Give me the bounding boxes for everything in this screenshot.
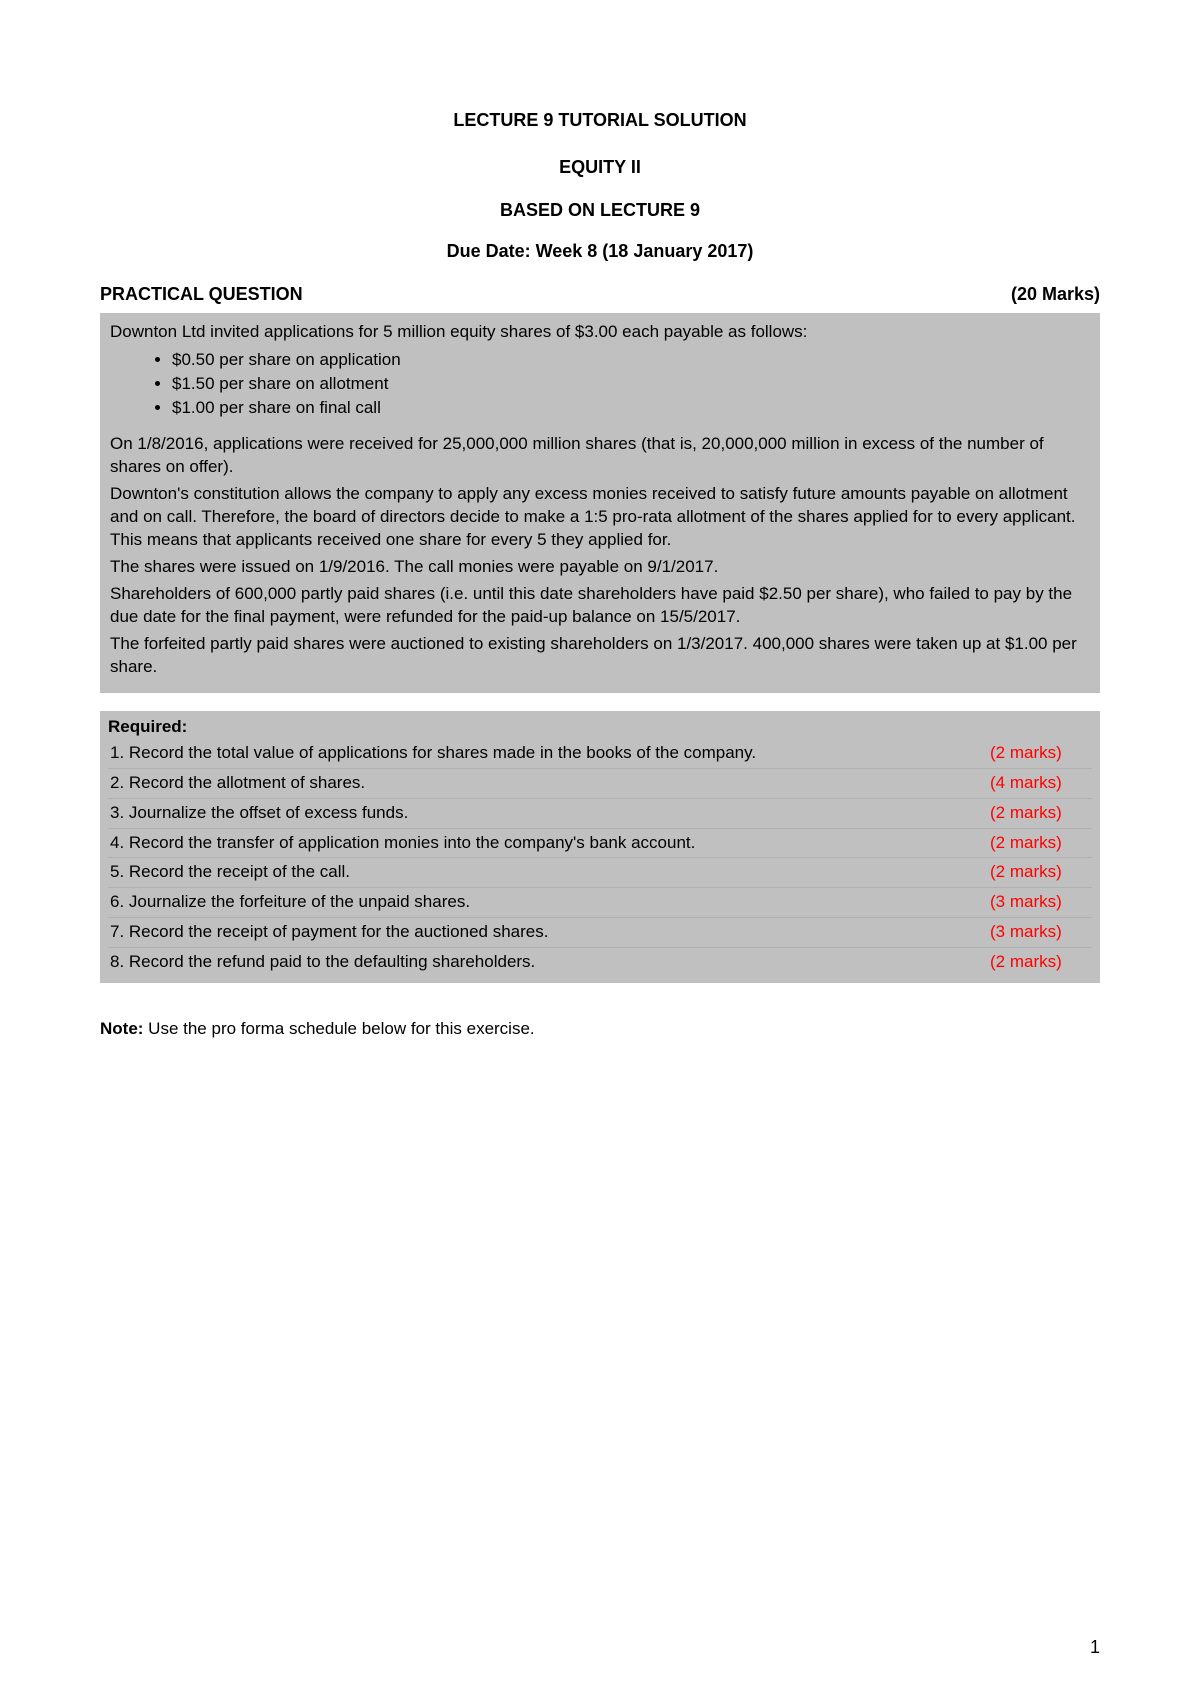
- scenario-p5: The forfeited partly paid shares were au…: [110, 633, 1090, 679]
- required-row: 8. Record the refund paid to the default…: [108, 948, 1092, 977]
- required-text: 2. Record the allotment of shares.: [108, 768, 988, 798]
- required-text: 6. Journalize the forfeiture of the unpa…: [108, 888, 988, 918]
- required-row: 1. Record the total value of application…: [108, 739, 1092, 768]
- bullet-item: $1.50 per share on allotment: [172, 372, 1090, 396]
- required-heading: Required:: [108, 717, 1092, 737]
- required-marks: (2 marks): [988, 858, 1092, 888]
- page-number: 1: [1090, 1637, 1100, 1658]
- scenario-p4: Shareholders of 600,000 partly paid shar…: [110, 583, 1090, 629]
- required-marks: (3 marks): [988, 918, 1092, 948]
- note-text: Use the pro forma schedule below for thi…: [143, 1019, 534, 1038]
- required-row: 3. Journalize the offset of excess funds…: [108, 798, 1092, 828]
- required-marks: (3 marks): [988, 888, 1092, 918]
- note-label: Note:: [100, 1019, 143, 1038]
- required-text: 3. Journalize the offset of excess funds…: [108, 798, 988, 828]
- required-row: 5. Record the receipt of the call. (2 ma…: [108, 858, 1092, 888]
- due-date: Due Date: Week 8 (18 January 2017): [100, 241, 1100, 262]
- note-line: Note: Use the pro forma schedule below f…: [100, 1019, 1100, 1039]
- bullet-item: $1.00 per share on final call: [172, 396, 1090, 420]
- scenario-p1: On 1/8/2016, applications were received …: [110, 433, 1090, 479]
- title-equity: EQUITY II: [100, 157, 1100, 178]
- required-row: 2. Record the allotment of shares. (4 ma…: [108, 768, 1092, 798]
- required-marks: (2 marks): [988, 948, 1092, 977]
- section-header: PRACTICAL QUESTION (20 Marks): [100, 284, 1100, 305]
- bullet-item: $0.50 per share on application: [172, 348, 1090, 372]
- required-row: 4. Record the transfer of application mo…: [108, 828, 1092, 858]
- required-marks: (2 marks): [988, 798, 1092, 828]
- required-marks: (4 marks): [988, 768, 1092, 798]
- required-text: 4. Record the transfer of application mo…: [108, 828, 988, 858]
- required-marks: (2 marks): [988, 739, 1092, 768]
- required-marks: (2 marks): [988, 828, 1092, 858]
- required-text: 7. Record the receipt of payment for the…: [108, 918, 988, 948]
- required-text: 8. Record the refund paid to the default…: [108, 948, 988, 977]
- scenario-bullets: $0.50 per share on application $1.50 per…: [110, 348, 1090, 419]
- required-text: 5. Record the receipt of the call.: [108, 858, 988, 888]
- section-label: PRACTICAL QUESTION: [100, 284, 303, 305]
- required-text: 1. Record the total value of application…: [108, 739, 988, 768]
- section-marks: (20 Marks): [1011, 284, 1100, 305]
- document-page: LECTURE 9 TUTORIAL SOLUTION EQUITY II BA…: [0, 0, 1200, 1698]
- scenario-box: Downton Ltd invited applications for 5 m…: [100, 313, 1100, 693]
- required-box: Required: 1. Record the total value of a…: [100, 711, 1100, 984]
- title-based: BASED ON LECTURE 9: [100, 200, 1100, 221]
- required-row: 6. Journalize the forfeiture of the unpa…: [108, 888, 1092, 918]
- required-table: 1. Record the total value of application…: [108, 739, 1092, 978]
- required-row: 7. Record the receipt of payment for the…: [108, 918, 1092, 948]
- scenario-p3: The shares were issued on 1/9/2016. The …: [110, 556, 1090, 579]
- scenario-intro: Downton Ltd invited applications for 5 m…: [110, 321, 1090, 344]
- title-lecture: LECTURE 9 TUTORIAL SOLUTION: [100, 110, 1100, 131]
- scenario-p2: Downton's constitution allows the compan…: [110, 483, 1090, 552]
